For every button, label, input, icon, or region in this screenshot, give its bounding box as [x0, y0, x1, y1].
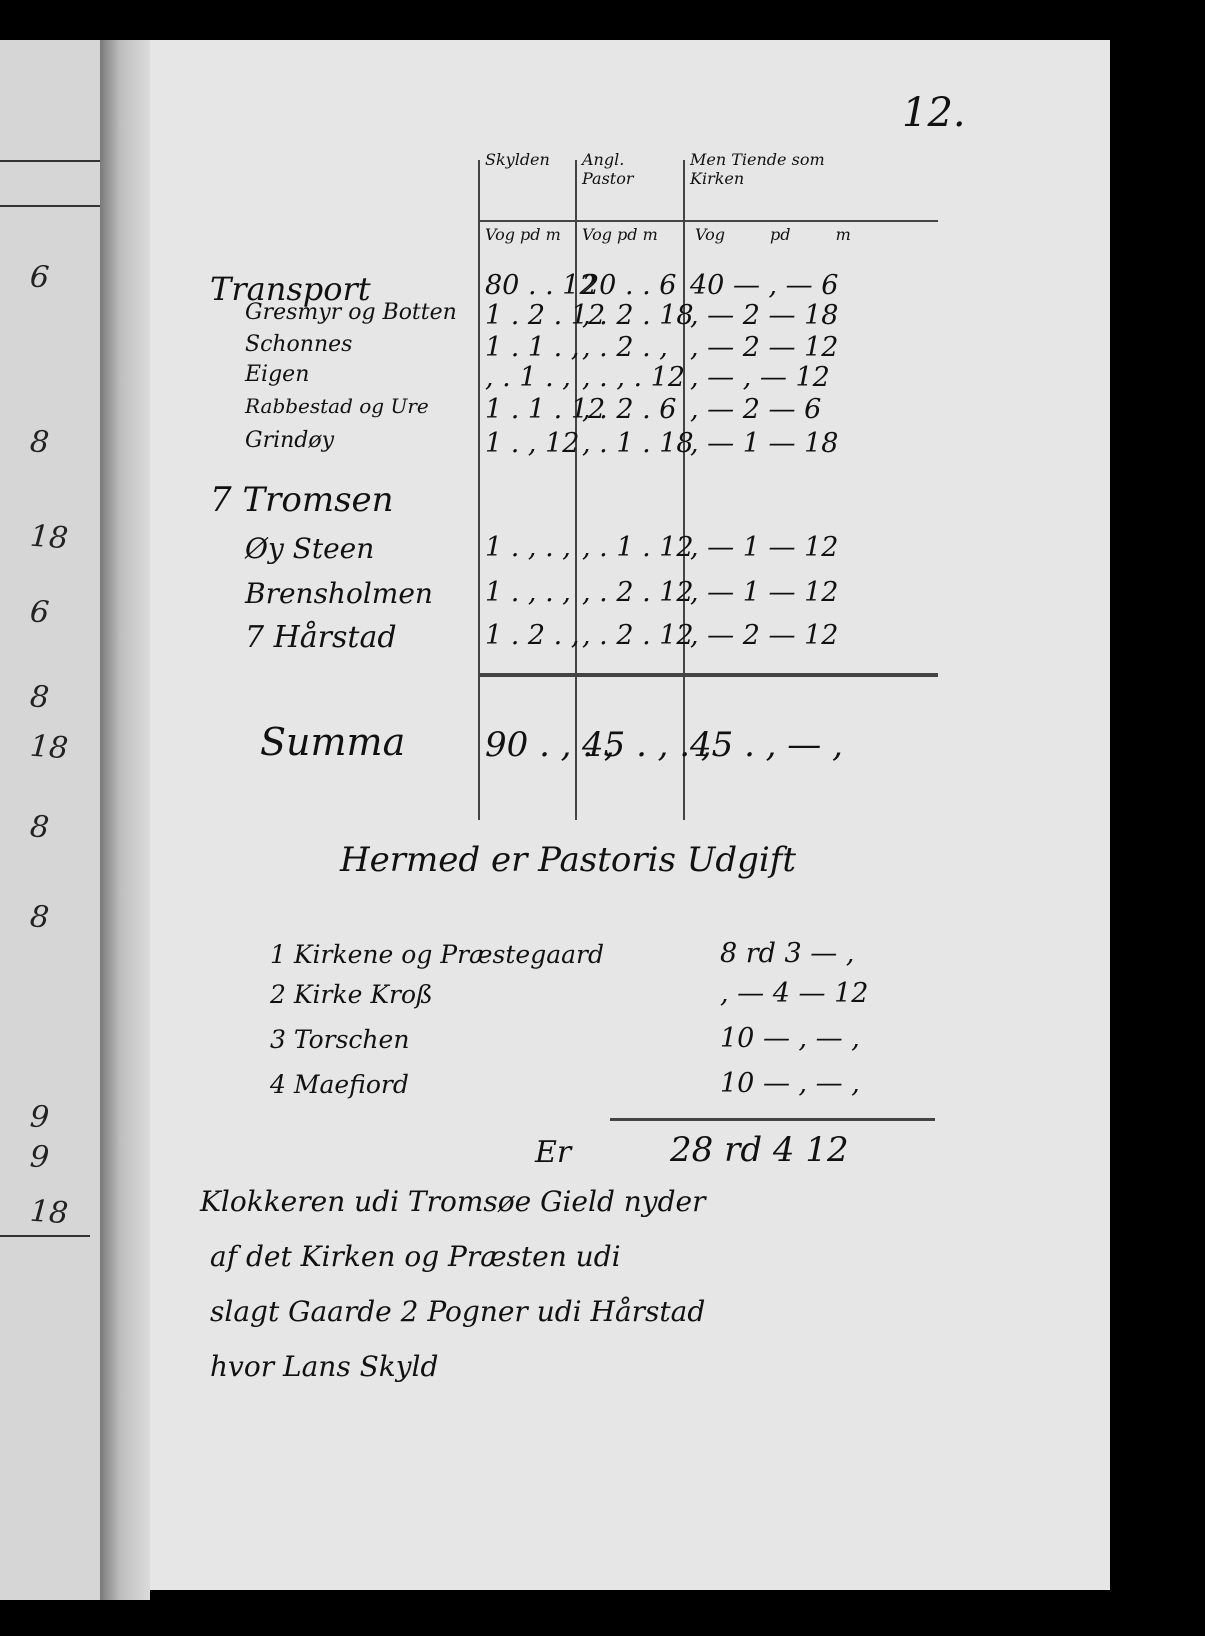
facing-page-number: 18 [28, 728, 70, 767]
column-header: Angl. Pastor [582, 150, 634, 188]
column-rule [478, 160, 480, 820]
facing-page-number: 8 [28, 899, 51, 936]
facing-page-number: 18 [28, 518, 70, 557]
row-label: Rabbestad og Ure [245, 394, 429, 418]
row-label: 7 Hårstad [245, 620, 397, 655]
cell-skyld: 1 . 2 . 12 [485, 300, 606, 331]
page-number: 12. [902, 90, 966, 136]
column-header: Men Tiende som Kirken [690, 150, 825, 188]
facing-page-number: 8 [28, 679, 51, 716]
cell-pastor: , . 2 . , [582, 332, 668, 363]
facing-page-edge: 6 8 18 6 8 18 8 8 9 9 18 [0, 40, 100, 1600]
section-title: Hermed er Pastoris Udgift [340, 840, 797, 880]
expense-total-label: Er [535, 1135, 572, 1170]
closing-text-line: slagt Gaarde 2 Pogner udi Hårstad [210, 1295, 706, 1328]
cell-skyld: , . 1 . , [485, 362, 571, 393]
column-rule [575, 160, 577, 820]
row-label: 7 Tromsen [210, 480, 394, 520]
expense-label: 3 Torschen [270, 1025, 410, 1054]
row-label: Transport [210, 270, 371, 308]
summa-value: 45 . , . , [582, 725, 712, 765]
expense-total-value: 28 rd 4 12 [670, 1130, 849, 1170]
cell-kirken: , — 2 — 18 [690, 300, 839, 331]
manuscript-page: 12. Skylden Angl. Pastor Men Tiende som … [150, 40, 1110, 1590]
summa-label: Summa [260, 720, 406, 764]
facing-page-number: 18 [28, 1193, 70, 1232]
cell-pastor: , . 1 . 12 [582, 532, 694, 563]
unit-header: Vog pd m [695, 225, 851, 244]
expense-total-rule [610, 1118, 935, 1121]
facing-page-number: 9 [28, 1139, 51, 1176]
facing-page-rule [0, 1235, 90, 1237]
cell-skyld: 1 . 1 . 12 [485, 394, 606, 425]
cell-pastor: , . 1 . 18 [582, 428, 694, 459]
cell-pastor: , . 2 . 18 [582, 300, 694, 331]
cell-skyld: 1 . , . , [485, 532, 571, 563]
cell-kirken: 40 — , — 6 [690, 270, 839, 301]
header-rule [478, 220, 938, 222]
facing-page-number: 8 [28, 424, 51, 461]
expense-label: 2 Kirke Kroß [270, 980, 433, 1009]
expense-label: 1 Kirkene og Præstegaard [270, 940, 604, 969]
book-gutter [100, 40, 150, 1600]
unit-header: Vog pd m [582, 225, 658, 244]
unit-header: Vog pd m [485, 225, 561, 244]
cell-kirken: , — 1 — 18 [690, 428, 839, 459]
expense-label: 4 Maefiord [270, 1070, 409, 1099]
row-label: Schonnes [245, 332, 353, 357]
row-label: Brensholmen [245, 577, 433, 610]
facing-page-number: 9 [28, 1099, 51, 1136]
cell-kirken: , — , — 12 [690, 362, 830, 393]
facing-page-rule [0, 205, 100, 207]
cell-kirken: , — 2 — 12 [690, 332, 839, 363]
row-label: Gresmyr og Botten [245, 300, 457, 325]
expense-value: 10 — , — , [720, 1068, 860, 1099]
closing-text-line: af det Kirken og Præsten udi [210, 1240, 621, 1273]
summa-value: 45 . , — , [690, 725, 843, 765]
facing-page-number: 6 [28, 259, 51, 296]
cell-skyld: 1 . , . , [485, 577, 571, 608]
row-label: Øy Steen [245, 532, 375, 565]
expense-value: 8 rd 3 — , [720, 938, 855, 969]
column-rule [683, 160, 685, 820]
closing-text-line: hvor Lans Skyld [210, 1350, 439, 1383]
cell-pastor: , . 2 . 12 [582, 577, 694, 608]
facing-page-number: 6 [28, 594, 51, 631]
cell-pastor: , . 2 . 6 [582, 394, 677, 425]
cell-kirken: , — 2 — 12 [690, 620, 839, 651]
closing-text-line: Klokkeren udi Tromsøe Gield nyder [200, 1185, 706, 1218]
expense-value: 10 — , — , [720, 1023, 860, 1054]
cell-pastor: , . , . 12 [582, 362, 686, 393]
summa-value: 90 . , . , [485, 725, 615, 765]
cell-pastor: , . 2 . 12 [582, 620, 694, 651]
row-label: Eigen [245, 362, 310, 387]
cell-skyld: 1 . , 12 [485, 428, 580, 459]
row-label: Grindøy [245, 428, 335, 453]
cell-kirken: , — 1 — 12 [690, 532, 839, 563]
cell-skyld: 80 . . 12 [485, 270, 597, 301]
facing-page-number: 8 [28, 809, 51, 846]
facing-page-rule [0, 160, 100, 162]
cell-pastor: 20 . . 6 [582, 270, 677, 301]
expense-value: , — 4 — 12 [720, 978, 869, 1009]
column-header: Skylden [485, 150, 550, 169]
cell-skyld: 1 . 1 . , [485, 332, 580, 363]
total-rule [478, 673, 938, 677]
cell-skyld: 1 . 2 . , [485, 620, 580, 651]
cell-kirken: , — 2 — 6 [690, 394, 822, 425]
cell-kirken: , — 1 — 12 [690, 577, 839, 608]
